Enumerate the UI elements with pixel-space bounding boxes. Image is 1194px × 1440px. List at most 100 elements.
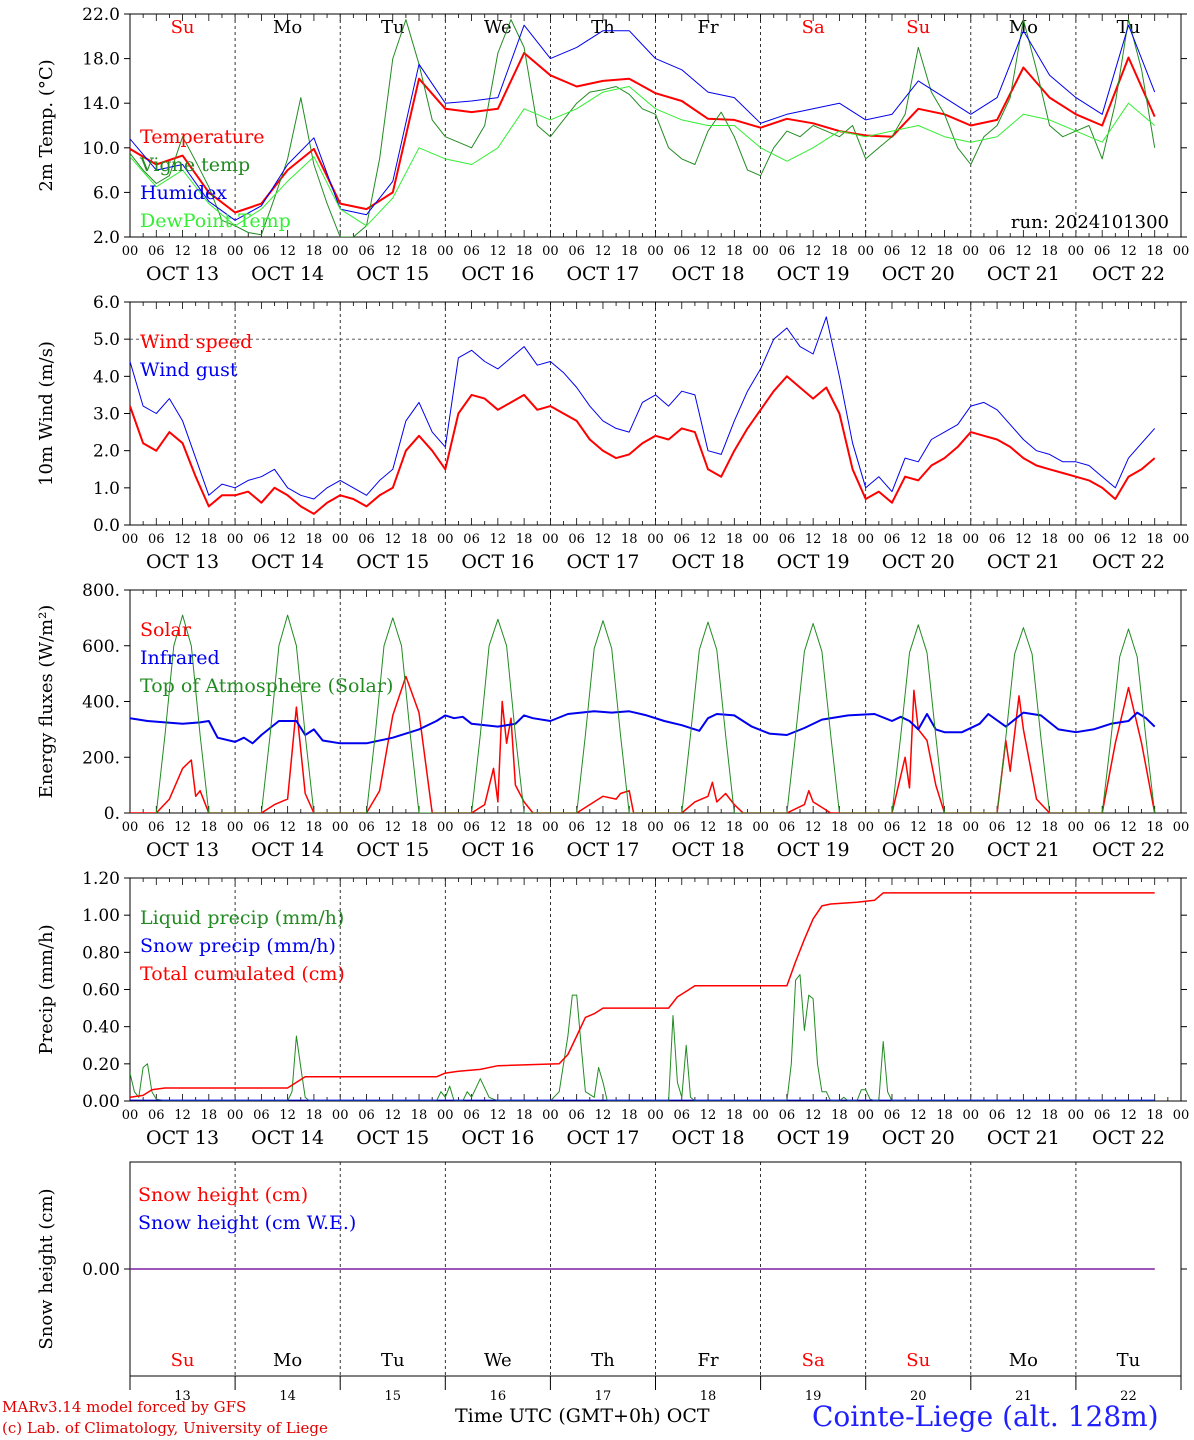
- hour-tick-label: 12: [910, 1108, 927, 1123]
- hour-tick-label: 00: [1068, 1108, 1085, 1123]
- y-axis-label: 10m Wind (m/s): [36, 341, 57, 486]
- day-label: Fr: [698, 1350, 719, 1371]
- hour-tick-label: 12: [174, 244, 191, 259]
- hour-tick-label: 00: [1173, 820, 1190, 835]
- legend-entry: Snow precip (mm/h): [140, 935, 336, 957]
- day-label: We: [484, 17, 512, 38]
- day-label: Tu: [381, 1350, 405, 1371]
- y-axis-label: Snow height (cm): [36, 1188, 57, 1349]
- legend-entry: Top of Atmosphere (Solar): [140, 675, 393, 697]
- hour-tick-label: 00: [857, 532, 874, 547]
- hour-tick-label: 12: [384, 1108, 401, 1123]
- y-tick-label: 0.00: [82, 1260, 120, 1280]
- hour-tick-label: 06: [989, 1108, 1006, 1123]
- date-label: OCT 17: [566, 1127, 639, 1149]
- hour-tick-label: 18: [936, 532, 953, 547]
- hour-tick-label: 12: [595, 244, 612, 259]
- hour-tick-label: 06: [463, 820, 480, 835]
- hour-tick-label: 12: [595, 820, 612, 835]
- date-label: OCT 15: [356, 551, 429, 573]
- hour-tick-label: 00: [122, 244, 139, 259]
- hour-tick-label: 06: [148, 1108, 165, 1123]
- day-number: 14: [279, 1389, 296, 1400]
- hour-tick-label: 12: [805, 244, 822, 259]
- hour-tick-label: 00: [963, 532, 980, 547]
- day-label: Mo: [1009, 17, 1038, 38]
- hour-tick-label: 18: [1041, 244, 1058, 259]
- hour-tick-label: 12: [384, 244, 401, 259]
- hour-tick-label: 06: [358, 1108, 375, 1123]
- hour-tick-label: 18: [831, 244, 848, 259]
- date-label: OCT 15: [356, 1127, 429, 1149]
- hour-tick-label: 06: [568, 532, 585, 547]
- hour-tick-label: 12: [1120, 532, 1137, 547]
- hour-tick-label: 18: [936, 820, 953, 835]
- hour-tick-label: 18: [1041, 532, 1058, 547]
- y-tick-label: 4.0: [93, 367, 120, 387]
- hour-tick-label: 18: [726, 532, 743, 547]
- hour-tick-label: 06: [884, 244, 901, 259]
- model-credit: MARv3.14 model forced by GFS: [2, 1398, 247, 1416]
- date-label: OCT 21: [987, 551, 1060, 573]
- panel-wind: 00 06 12 18 00 06 12 18 00 06 12 18 00 06 12 18 00 06 12 18…: [36, 293, 1189, 573]
- hour-tick-label: 18: [201, 820, 218, 835]
- hour-tick-label: 18: [411, 532, 428, 547]
- day-label: Th: [591, 17, 615, 38]
- hour-tick-label: 12: [490, 1108, 507, 1123]
- y-tick-label: 0.0: [93, 516, 120, 536]
- hour-tick-label: 18: [831, 820, 848, 835]
- hour-tick-label: 06: [148, 532, 165, 547]
- date-label: OCT 21: [987, 839, 1060, 861]
- hour-tick-label: 18: [936, 1108, 953, 1123]
- date-label: OCT 14: [251, 263, 324, 285]
- date-label: OCT 22: [1092, 551, 1165, 573]
- hour-tick-label: 06: [779, 244, 796, 259]
- day-label: Tu: [1117, 1350, 1141, 1371]
- date-label: OCT 18: [672, 1127, 745, 1149]
- hour-tick-label: 06: [674, 532, 691, 547]
- hour-tick-label: 12: [910, 820, 927, 835]
- hour-tick-label: 06: [779, 532, 796, 547]
- hour-tick-label: 12: [1015, 244, 1032, 259]
- hour-tick-label: 06: [253, 244, 270, 259]
- date-label: OCT 13: [146, 839, 219, 861]
- hour-tick-label: 00: [332, 244, 349, 259]
- date-label: OCT 19: [777, 839, 850, 861]
- date-label: OCT 16: [461, 1127, 534, 1149]
- hour-tick-label: 00: [122, 820, 139, 835]
- legend-entry: Vigne temp: [139, 154, 250, 176]
- hour-tick-label: 06: [463, 532, 480, 547]
- panel-energy: 00 06 12 18 00 06 12 18 00 06 12 18 00 06 12 18 00 06 12 18…: [36, 581, 1189, 861]
- y-tick-label: 800.: [82, 581, 120, 601]
- meteogram-chart: 00 06 12 18 00 06 12 18 00 06 12 18 00 06 12 18 00 06 12 18…: [36, 5, 1189, 1400]
- y-tick-label: 3.0: [93, 405, 120, 425]
- hour-tick-label: 00: [647, 244, 664, 259]
- hour-tick-label: 06: [253, 532, 270, 547]
- day-label: Mo: [273, 17, 302, 38]
- day-label: We: [484, 1350, 512, 1371]
- hour-tick-label: 00: [227, 1108, 244, 1123]
- hour-tick-label: 00: [857, 244, 874, 259]
- hour-tick-label: 12: [910, 244, 927, 259]
- date-label: OCT 13: [146, 551, 219, 573]
- hour-tick-label: 12: [595, 1108, 612, 1123]
- y-tick-label: 400.: [82, 693, 120, 713]
- hour-tick-label: 00: [963, 1108, 980, 1123]
- date-label: OCT 17: [566, 263, 639, 285]
- day-label: Mo: [1009, 1350, 1038, 1371]
- time-axis-month: OCT: [666, 1405, 710, 1427]
- date-label: OCT 19: [777, 551, 850, 573]
- hour-tick-label: 12: [1015, 820, 1032, 835]
- series-line-liquid-precip-mm-h-: [130, 974, 1155, 1101]
- date-label: OCT 19: [777, 263, 850, 285]
- time-axis-title: Time UTC (GMT+0h) OCT: [455, 1405, 710, 1427]
- hour-tick-label: 06: [148, 244, 165, 259]
- hour-tick-label: 06: [1094, 532, 1111, 547]
- date-label: OCT 17: [566, 551, 639, 573]
- panel-snow: 0.00 Snow height (cm) Su Mo Tu We Th Fr Sa Su Mo Tu…: [36, 1161, 1187, 1400]
- hour-tick-label: 06: [674, 244, 691, 259]
- y-tick-label: 14.0: [82, 94, 120, 114]
- hour-tick-label: 12: [1015, 532, 1032, 547]
- date-label: OCT 13: [146, 263, 219, 285]
- hour-tick-label: 18: [1146, 820, 1163, 835]
